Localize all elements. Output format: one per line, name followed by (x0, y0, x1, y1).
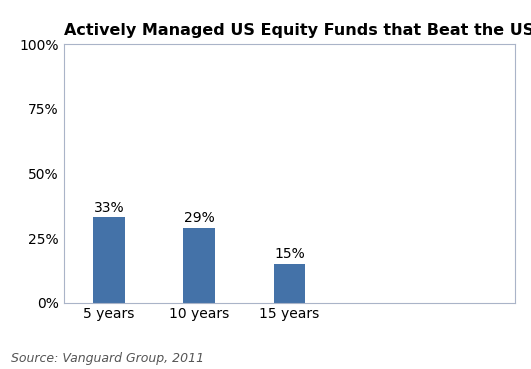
Text: Actively Managed US Equity Funds that Beat the US Equity Market: Actively Managed US Equity Funds that Be… (64, 23, 531, 38)
Bar (93, 217, 125, 303)
Bar (273, 264, 305, 303)
Bar (183, 228, 215, 303)
Text: Source: Vanguard Group, 2011: Source: Vanguard Group, 2011 (11, 352, 204, 365)
Text: 15%: 15% (274, 247, 305, 261)
Text: 29%: 29% (184, 211, 215, 225)
Text: 33%: 33% (93, 201, 124, 215)
